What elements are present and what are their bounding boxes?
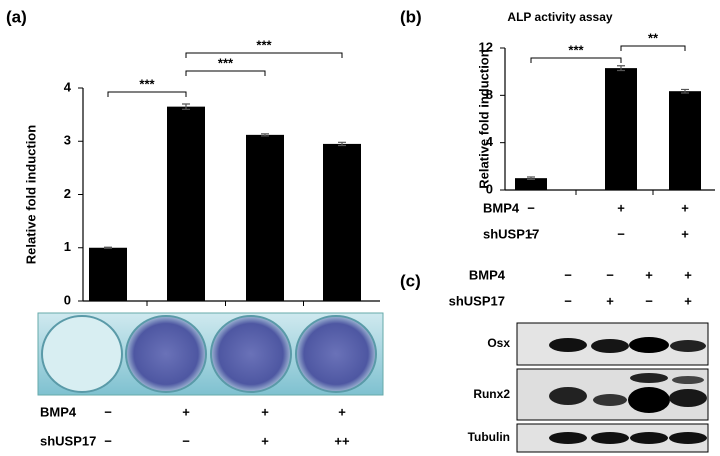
- y-tick-label: 4: [64, 79, 72, 94]
- significance-bracket: [530, 57, 622, 63]
- treatment-sign: +: [645, 267, 653, 282]
- significance-bracket: [185, 70, 266, 76]
- treatment-sign: −: [104, 404, 112, 419]
- y-tick-label: 8: [486, 87, 493, 102]
- bar: [89, 247, 127, 301]
- treatment-sign: −: [617, 226, 625, 241]
- well-plate: [37, 312, 384, 396]
- bar: [515, 178, 547, 190]
- significance-bracket: [620, 45, 686, 51]
- panel-label: (a): [6, 7, 27, 26]
- error-bar: [617, 65, 625, 72]
- blot-row-label: Osx: [487, 336, 510, 350]
- y-tick-label: 2: [64, 186, 71, 201]
- band: [591, 432, 629, 444]
- significance-label: **: [648, 30, 659, 45]
- chart-title: ALP activity assay: [507, 10, 613, 24]
- treatment-label: shUSP17: [40, 433, 96, 448]
- error-bar: [681, 88, 689, 94]
- band: [549, 338, 587, 352]
- well: [295, 315, 377, 393]
- blot-row-label: Runx2: [473, 387, 510, 401]
- band: [549, 432, 587, 444]
- treatment-label: BMP4: [40, 404, 77, 419]
- bar: [246, 134, 284, 301]
- treatment-sign: +: [684, 293, 692, 308]
- significance-label: ***: [218, 55, 234, 70]
- panel-label: (b): [400, 7, 422, 26]
- error-bar: [261, 133, 269, 137]
- y-tick-label: 0: [64, 292, 71, 307]
- treatment-sign: +: [606, 293, 614, 308]
- treatment-label: shUSP17: [449, 293, 505, 308]
- blot-row-label: Tubulin: [468, 430, 510, 444]
- treatment-sign: +: [681, 200, 689, 215]
- error-bar: [182, 103, 190, 110]
- treatment-sign: −: [564, 293, 572, 308]
- treatment-sign: +: [338, 404, 346, 419]
- treatment-sign: +: [617, 200, 625, 215]
- y-tick-label: 4: [486, 134, 494, 149]
- bar: [669, 91, 701, 190]
- well: [41, 315, 123, 393]
- treatment-sign: −: [104, 433, 112, 448]
- treatment-sign: +: [182, 404, 190, 419]
- treatment-sign: +: [261, 433, 269, 448]
- error-bar: [104, 246, 112, 249]
- y-axis-label: Relative fold induction: [476, 49, 491, 188]
- band: [672, 376, 704, 384]
- significance-bracket: [107, 91, 187, 97]
- treatment-sign: ++: [334, 433, 350, 448]
- treatment-sign: −: [527, 226, 535, 241]
- y-tick-label: 1: [64, 239, 71, 254]
- well: [210, 315, 292, 393]
- significance-label: ***: [568, 42, 584, 57]
- band: [549, 387, 587, 405]
- blot: [516, 322, 709, 453]
- band: [591, 339, 629, 353]
- treatment-label: BMP4: [469, 267, 506, 282]
- bar: [323, 143, 361, 301]
- bar: [167, 106, 205, 301]
- band: [629, 337, 669, 353]
- treatment-sign: −: [182, 433, 190, 448]
- treatment-sign: −: [606, 267, 614, 282]
- band: [628, 387, 670, 413]
- error-bar: [338, 141, 346, 147]
- treatment-sign: +: [261, 404, 269, 419]
- treatment-sign: +: [684, 267, 692, 282]
- band: [630, 373, 668, 383]
- band: [669, 432, 707, 444]
- y-tick-label: 12: [479, 39, 493, 54]
- band: [670, 340, 706, 352]
- band: [630, 432, 668, 444]
- treatment-sign: −: [645, 293, 653, 308]
- treatment-label: shUSP17: [483, 226, 539, 241]
- y-tick-label: 0: [486, 181, 493, 196]
- well: [125, 315, 207, 393]
- treatment-sign: −: [564, 267, 572, 282]
- significance-bracket: [185, 52, 343, 58]
- band: [669, 389, 707, 407]
- bar: [605, 68, 637, 190]
- band: [593, 394, 627, 406]
- y-tick-label: 3: [64, 133, 71, 148]
- error-bar: [527, 176, 535, 180]
- significance-label: ***: [256, 37, 272, 52]
- significance-label: ***: [139, 76, 155, 91]
- y-axis-label: Relative fold induction: [23, 125, 38, 264]
- panel-label: (c): [400, 271, 421, 290]
- treatment-sign: −: [527, 200, 535, 215]
- treatment-sign: +: [681, 226, 689, 241]
- treatment-label: BMP4: [483, 200, 520, 215]
